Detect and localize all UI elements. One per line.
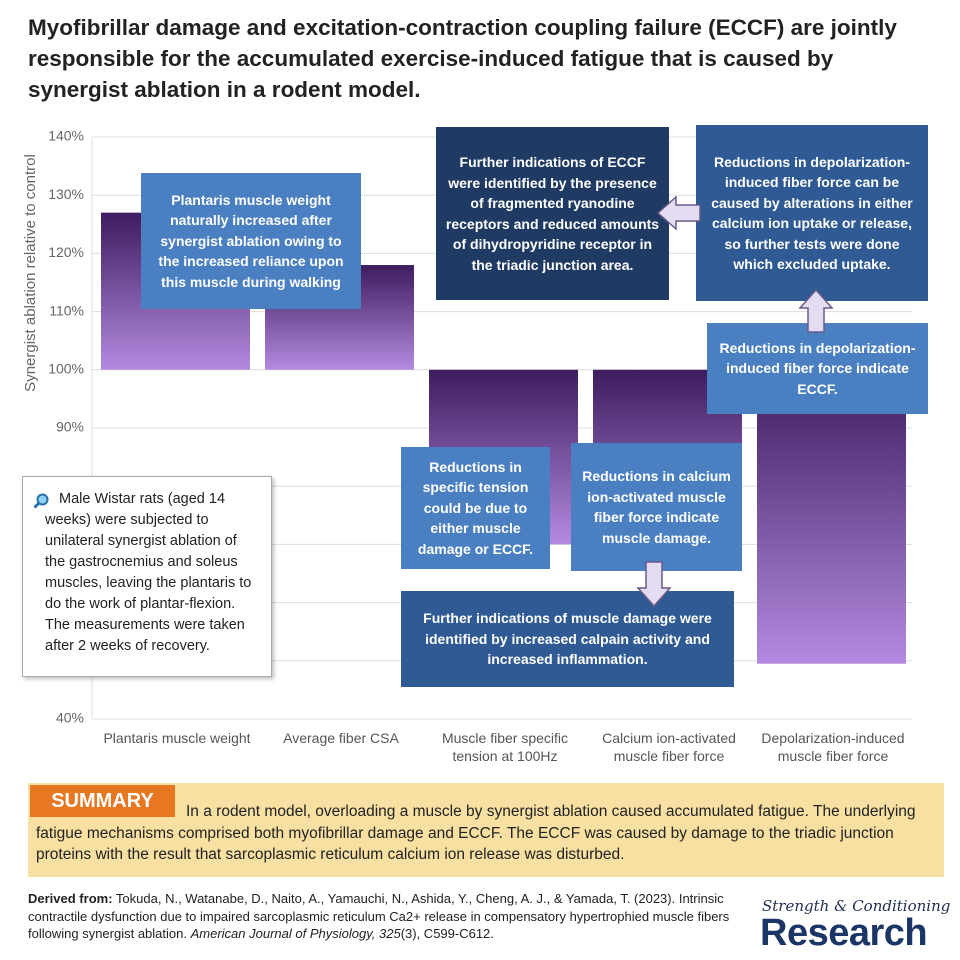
source-pages: (3), C599-C612. xyxy=(400,926,494,941)
y-tick-label: 40% xyxy=(56,710,84,726)
title: Myofibrillar damage and excitation-contr… xyxy=(28,15,897,102)
summary-tag: SUMMARY xyxy=(30,785,175,817)
y-tick-label: 100% xyxy=(48,361,84,377)
magnifier-icon xyxy=(33,493,49,509)
y-tick-label: 90% xyxy=(56,419,84,435)
y-axis-label: Synergist ablation relative to control xyxy=(22,154,39,392)
source-prefix: Derived from: xyxy=(28,891,113,906)
x-tick-label: Average fiber CSA xyxy=(283,730,399,746)
annotation: Further indications of ECCF were identif… xyxy=(436,127,669,300)
bar xyxy=(757,369,906,664)
annotation: Reductions in depolarization-induced fib… xyxy=(707,323,928,414)
source-journal: American Journal of Physiology, xyxy=(190,926,376,941)
annotation: Further indications of muscle damage wer… xyxy=(401,591,734,687)
y-tick-label: 130% xyxy=(48,186,84,202)
x-tick-label: Depolarization-induced muscle fiber forc… xyxy=(761,730,905,764)
source-text: Tokuda, N., Watanabe, D., Naito, A., Yam… xyxy=(28,891,730,941)
summary-box xyxy=(28,783,944,877)
annotation: Plantaris muscle weight naturally increa… xyxy=(141,173,361,309)
annotation: Reductions in depolarization-induced fib… xyxy=(696,125,928,301)
y-tick-label: 110% xyxy=(49,302,84,318)
logo-bottom: Research xyxy=(760,912,928,954)
logo-top: Strength & Conditioning xyxy=(762,897,951,915)
x-tick-label: Muscle fiber specific tension at 100Hz xyxy=(441,730,569,764)
source: Derived from: Tokuda, N., Watanabe, D., … xyxy=(28,890,748,943)
y-tick-label: 140% xyxy=(48,128,84,144)
source-volume: 325 xyxy=(378,926,401,941)
y-tick-label: 120% xyxy=(48,244,84,260)
summary-text: In a rodent model, overloading a muscle … xyxy=(36,803,916,863)
annotation: Reductions in calcium ion-activated musc… xyxy=(571,443,742,571)
study-note: Male Wistar rats (aged 14 weeks) were su… xyxy=(22,476,272,677)
annotation: Reductions in specific tension could be … xyxy=(401,447,550,569)
x-tick-label: Calcium ion-activated muscle fiber force xyxy=(602,730,736,764)
note-text: Male Wistar rats (aged 14 weeks) were su… xyxy=(45,491,252,654)
x-tick-label: Plantaris muscle weight xyxy=(103,730,251,746)
